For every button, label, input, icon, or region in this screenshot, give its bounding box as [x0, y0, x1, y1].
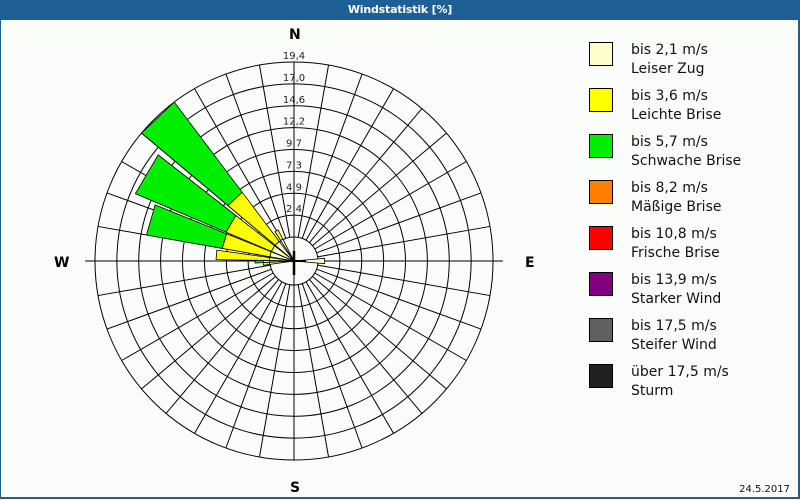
legend-item-schwache-brise: bis 5,7 m/s Schwache Brise: [589, 134, 789, 180]
legend-item-leichte-brise: bis 3,6 m/s Leichte Brise: [589, 88, 789, 134]
legend-name: Sturm: [631, 383, 674, 399]
legend-swatch: [589, 88, 613, 112]
chart-frame: [0, 20, 800, 499]
legend-swatch: [589, 42, 613, 66]
compass-north-label: N: [289, 27, 301, 43]
compass-south-label: S: [290, 480, 301, 496]
compass-west-label: W: [54, 255, 70, 271]
svg-text:2,4: 2,4: [286, 204, 302, 215]
legend-name: Leichte Brise: [631, 107, 722, 123]
legend-swatch: [589, 318, 613, 342]
legend-item-maessige-brise: bis 8,2 m/s Mäßige Brise: [589, 180, 789, 226]
legend-swatch: [589, 272, 613, 296]
window-title: Windstatistik [%]: [0, 0, 800, 20]
svg-text:7,3: 7,3: [286, 160, 302, 171]
legend-name: Steifer Wind: [631, 337, 717, 353]
legend-name: Frische Brise: [631, 245, 720, 261]
legend-speed: bis 10,8 m/s: [631, 226, 717, 242]
svg-text:17,0: 17,0: [283, 73, 305, 84]
legend-speed: bis 17,5 m/s: [631, 318, 717, 334]
legend-swatch: [589, 364, 613, 388]
legend: bis 2,1 m/s Leiser Zug bis 3,6 m/s Leichte…: [589, 42, 789, 410]
svg-text:19,4: 19,4: [283, 51, 305, 62]
legend-item-frische-brise: bis 10,8 m/s Frische Brise: [589, 226, 789, 272]
legend-speed: bis 8,2 m/s: [631, 180, 708, 196]
legend-speed: bis 3,6 m/s: [631, 88, 708, 104]
legend-item-leiser-zug: bis 2,1 m/s Leiser Zug: [589, 42, 789, 88]
date-stamp: 24.5.2017: [739, 484, 790, 495]
legend-speed: bis 5,7 m/s: [631, 134, 708, 150]
legend-item-steifer-wind: bis 17,5 m/s Steifer Wind: [589, 318, 789, 364]
legend-speed: über 17,5 m/s: [631, 364, 729, 380]
legend-swatch: [589, 180, 613, 204]
legend-item-starker-wind: bis 13,9 m/s Starker Wind: [589, 272, 789, 318]
svg-text:9,7: 9,7: [286, 139, 302, 150]
legend-item-sturm: über 17,5 m/s Sturm: [589, 364, 789, 410]
legend-speed: bis 13,9 m/s: [631, 272, 717, 288]
legend-swatch: [589, 226, 613, 250]
legend-swatch: [589, 134, 613, 158]
legend-speed: bis 2,1 m/s: [631, 42, 708, 58]
legend-name: Mäßige Brise: [631, 199, 722, 215]
legend-name: Schwache Brise: [631, 153, 742, 169]
compass-east-label: E: [525, 255, 535, 271]
svg-text:4,9: 4,9: [286, 182, 302, 193]
svg-text:14,6: 14,6: [283, 95, 305, 106]
legend-name: Starker Wind: [631, 291, 722, 307]
svg-text:12,2: 12,2: [283, 117, 305, 128]
legend-name: Leiser Zug: [631, 61, 705, 77]
